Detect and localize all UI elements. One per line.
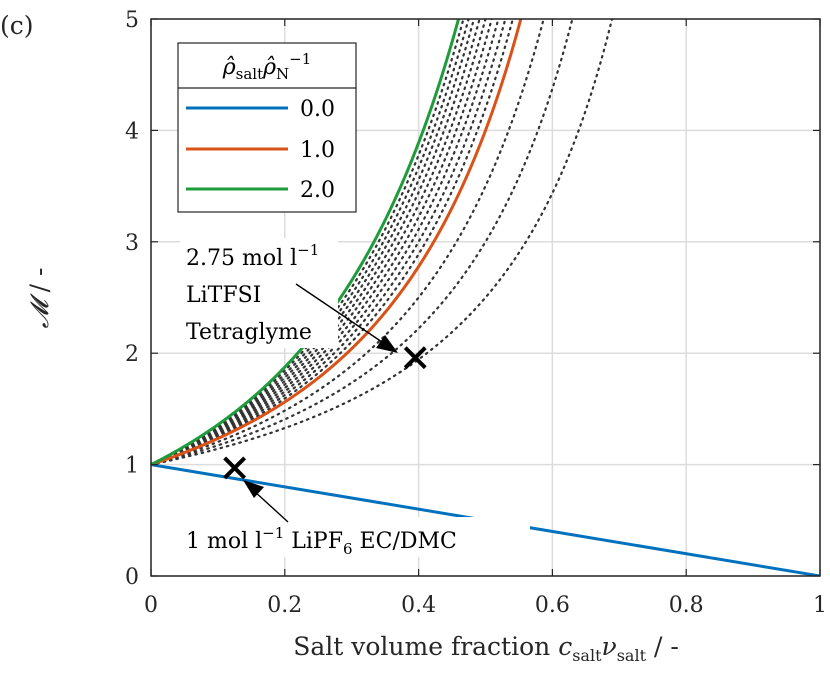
x-axis-label-c: c bbox=[558, 632, 572, 661]
legend-title-sup2: −1 bbox=[289, 50, 311, 68]
legend-entry-0: 0.0 bbox=[300, 97, 335, 122]
y-tick-label-1: 1 bbox=[125, 454, 139, 479]
plot-frame bbox=[150, 18, 821, 577]
panel-label: (c) bbox=[0, 11, 34, 40]
annotation-litfsi-line1: 2.75 mol l−1 bbox=[186, 241, 319, 271]
legend-entry-2: 2.0 bbox=[300, 178, 335, 203]
legend-title-sub2: N bbox=[276, 65, 289, 83]
x-tick-label-5: 1 bbox=[813, 593, 827, 618]
dotted-curve-0 bbox=[151, 19, 614, 466]
y-tick-label-3: 3 bbox=[125, 231, 139, 256]
dotted-curve-10 bbox=[151, 19, 470, 466]
y-axis-label: 𝓜 / - bbox=[25, 268, 54, 329]
y-tick-label-0: 0 bbox=[125, 565, 139, 590]
x-axis-label: Salt volume fraction csaltνsalt / - bbox=[293, 632, 679, 665]
x-axis-label-suffix: / - bbox=[646, 632, 679, 661]
dotted-curve-1 bbox=[151, 19, 574, 466]
x-axis-label-c-sub: salt bbox=[572, 646, 602, 665]
annotation-litfsi: 2.75 mol l−1 LiTFSI Tetraglyme bbox=[180, 238, 398, 353]
x-tick-label-4: 0.8 bbox=[669, 593, 704, 618]
x-tick-label-3: 0.6 bbox=[535, 593, 570, 618]
x-axis-label-nu: ν bbox=[602, 632, 617, 661]
annotation-litfsi-line2: LiTFSI bbox=[186, 283, 261, 308]
legend-title-sub1: salt bbox=[236, 65, 263, 83]
legend-title-rho2: ρ̂ bbox=[262, 55, 276, 80]
annotation-litfsi-arrow-shaft bbox=[295, 283, 383, 343]
marker-1 bbox=[223, 456, 247, 480]
dotted-curve-4 bbox=[151, 19, 507, 466]
annotation-lipf6-bg bbox=[180, 517, 530, 557]
annotation-litfsi-line3: Tetraglyme bbox=[186, 320, 312, 345]
annotation-lipf6-b: LiPF bbox=[284, 529, 343, 554]
annotation-litfsi-bg bbox=[180, 238, 338, 348]
annotation-litfsi-line1-text: 2.75 mol l bbox=[186, 246, 297, 271]
x-tick-label-2: 0.4 bbox=[401, 593, 436, 618]
y-tick-label-4: 4 bbox=[125, 119, 139, 144]
dotted-curve-3 bbox=[151, 19, 514, 466]
x-axis-label-prefix: Salt volume fraction bbox=[293, 632, 558, 661]
annotation-lipf6-text: 1 mol l−1 LiPF6 EC/DMC bbox=[186, 524, 457, 558]
y-axis-label-suffix: / - bbox=[25, 268, 54, 301]
legend-box bbox=[177, 42, 357, 213]
series-line-1.0 bbox=[151, 19, 523, 467]
x-axis-label-nu-sub: salt bbox=[617, 646, 647, 665]
dotted-curve-2 bbox=[151, 19, 545, 466]
annotation-lipf6-sup: −1 bbox=[262, 524, 284, 542]
markers-group bbox=[223, 346, 427, 480]
annotation-lipf6-c: EC/DMC bbox=[353, 529, 457, 554]
annotation-lipf6-arrowhead bbox=[243, 480, 264, 498]
annotation-litfsi-line1-sup: −1 bbox=[297, 241, 319, 259]
x-tick-label-0: 0 bbox=[144, 593, 158, 618]
annotation-lipf6-sub: 6 bbox=[343, 540, 353, 558]
annotation-lipf6-a: 1 mol l bbox=[186, 529, 262, 554]
y-tick-label-5: 5 bbox=[125, 8, 139, 33]
legend: ρ̂saltρ̂N−1 0.0 1.0 2.0 bbox=[177, 42, 357, 213]
dotted-curve-9 bbox=[151, 19, 476, 466]
annotation-lipf6: 1 mol l−1 LiPF6 EC/DMC bbox=[180, 480, 530, 558]
x-tick-label-1: 0.2 bbox=[267, 593, 302, 618]
legend-title: ρ̂saltρ̂N−1 bbox=[222, 50, 312, 83]
legend-entry-1: 1.0 bbox=[300, 138, 335, 163]
legend-title-rho1: ρ̂ bbox=[222, 55, 236, 80]
marker-0 bbox=[403, 346, 427, 370]
y-tick-label-2: 2 bbox=[125, 342, 139, 367]
annotation-lipf6-arrow-shaft bbox=[252, 489, 289, 523]
axis-ticks: 0 0.2 0.4 0.6 0.8 1 0 1 2 3 4 5 bbox=[125, 8, 827, 618]
annotation-litfsi-arrowhead bbox=[376, 335, 398, 353]
